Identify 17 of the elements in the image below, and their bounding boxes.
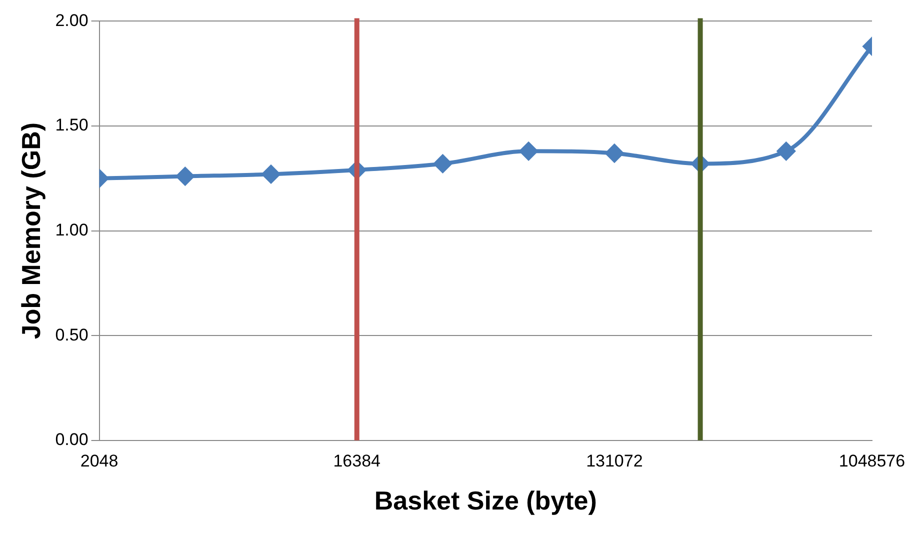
point: [605, 144, 624, 162]
x-tick-label: 2048: [80, 451, 118, 470]
y-tick-label: 1.00: [55, 220, 88, 240]
point: [262, 165, 280, 184]
x-axis-title: Basket Size (byte): [374, 486, 597, 516]
point: [176, 167, 194, 186]
y-tick-label: 0.50: [55, 325, 88, 344]
y-tick-label: 0.00: [55, 430, 88, 450]
y-tick-label: 1.50: [55, 116, 88, 135]
x-tick-label: 131072: [586, 451, 643, 470]
point: [777, 142, 796, 160]
x-tick-label: 1048576: [838, 451, 906, 470]
x-tick-label: 16384: [333, 451, 380, 470]
y-axis-title: Job Memory (GB): [16, 122, 46, 340]
y-tick-label: 2.00: [55, 10, 88, 30]
point: [520, 142, 538, 160]
point: [434, 154, 452, 173]
